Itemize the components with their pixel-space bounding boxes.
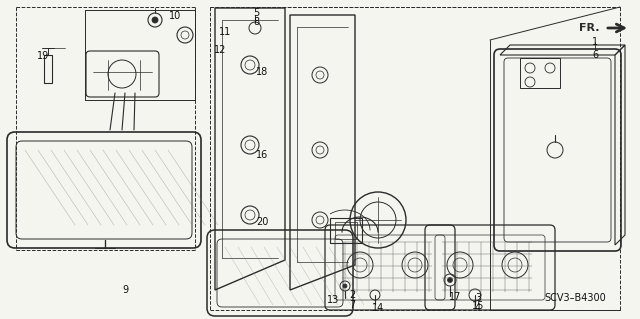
Text: 14: 14 — [372, 303, 384, 313]
Text: 13: 13 — [327, 295, 339, 305]
Circle shape — [343, 284, 347, 288]
Text: FR.: FR. — [579, 23, 600, 33]
Text: 15: 15 — [472, 301, 484, 311]
Text: 19: 19 — [37, 51, 49, 61]
Text: 6: 6 — [592, 50, 598, 60]
Bar — [44, 55, 52, 83]
Text: 11: 11 — [219, 27, 231, 37]
Text: 17: 17 — [449, 292, 461, 302]
Text: 12: 12 — [214, 45, 226, 55]
Text: 10: 10 — [169, 11, 181, 21]
Bar — [520, 58, 560, 88]
Circle shape — [447, 278, 452, 283]
Text: 8: 8 — [253, 17, 259, 27]
Text: 18: 18 — [256, 67, 268, 77]
Text: 2: 2 — [349, 290, 355, 300]
Text: 7: 7 — [349, 300, 355, 310]
Text: 5: 5 — [253, 8, 259, 18]
Text: 16: 16 — [256, 150, 268, 160]
Bar — [330, 218, 362, 243]
Text: 4: 4 — [475, 303, 481, 313]
Text: 20: 20 — [256, 217, 268, 227]
Bar — [335, 222, 357, 239]
Text: SCV3–B4300: SCV3–B4300 — [544, 293, 606, 303]
Text: 3: 3 — [475, 293, 481, 303]
Circle shape — [152, 17, 158, 23]
Text: 1: 1 — [592, 37, 598, 47]
Text: 9: 9 — [122, 285, 128, 295]
